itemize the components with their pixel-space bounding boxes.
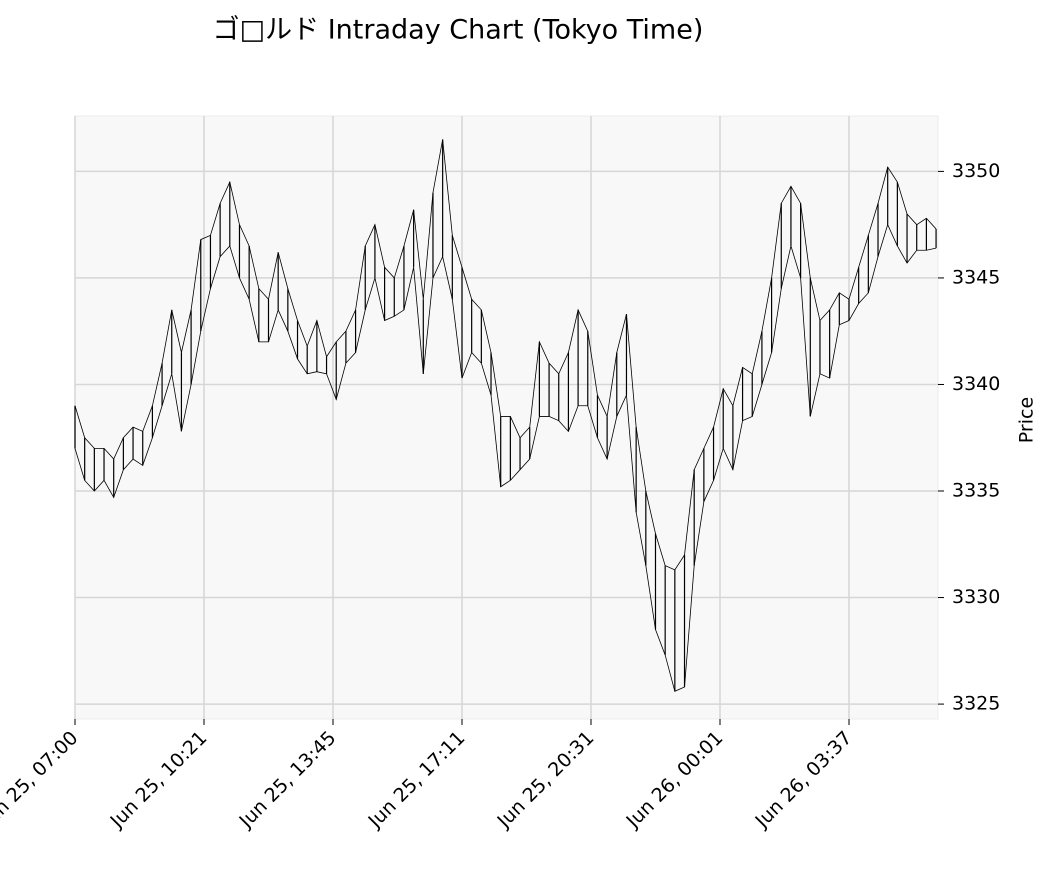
chart-title: ゴ□ルド Intraday Chart (Tokyo Time): [213, 15, 704, 46]
y-tick-label: 3335: [952, 480, 1000, 502]
high-line: [74, 139, 937, 571]
y-tick-label: 3330: [952, 586, 1000, 608]
x-tick-label: Jun 25, 20:31: [493, 727, 599, 833]
low-line: [74, 223, 937, 692]
x-tick-label: Jun 26, 00:01: [622, 727, 728, 833]
x-tick-label: Jun 25, 13:45: [235, 727, 341, 833]
y-tick-label: 3350: [952, 160, 1000, 182]
y-axis-label: Price: [1016, 397, 1038, 443]
y-tick-label: 3325: [952, 693, 1000, 715]
x-tick-label: Jun 25, 07:00: [0, 727, 82, 833]
plot-area: [74, 115, 939, 720]
y-tick-label: 3340: [952, 373, 1000, 395]
x-tick-label: Jun 26, 03:37: [751, 727, 857, 833]
x-tick-label: Jun 25, 10:21: [106, 727, 212, 833]
x-tick-label: Jun 25, 17:11: [364, 727, 470, 833]
y-tick-label: 3345: [952, 266, 1000, 288]
